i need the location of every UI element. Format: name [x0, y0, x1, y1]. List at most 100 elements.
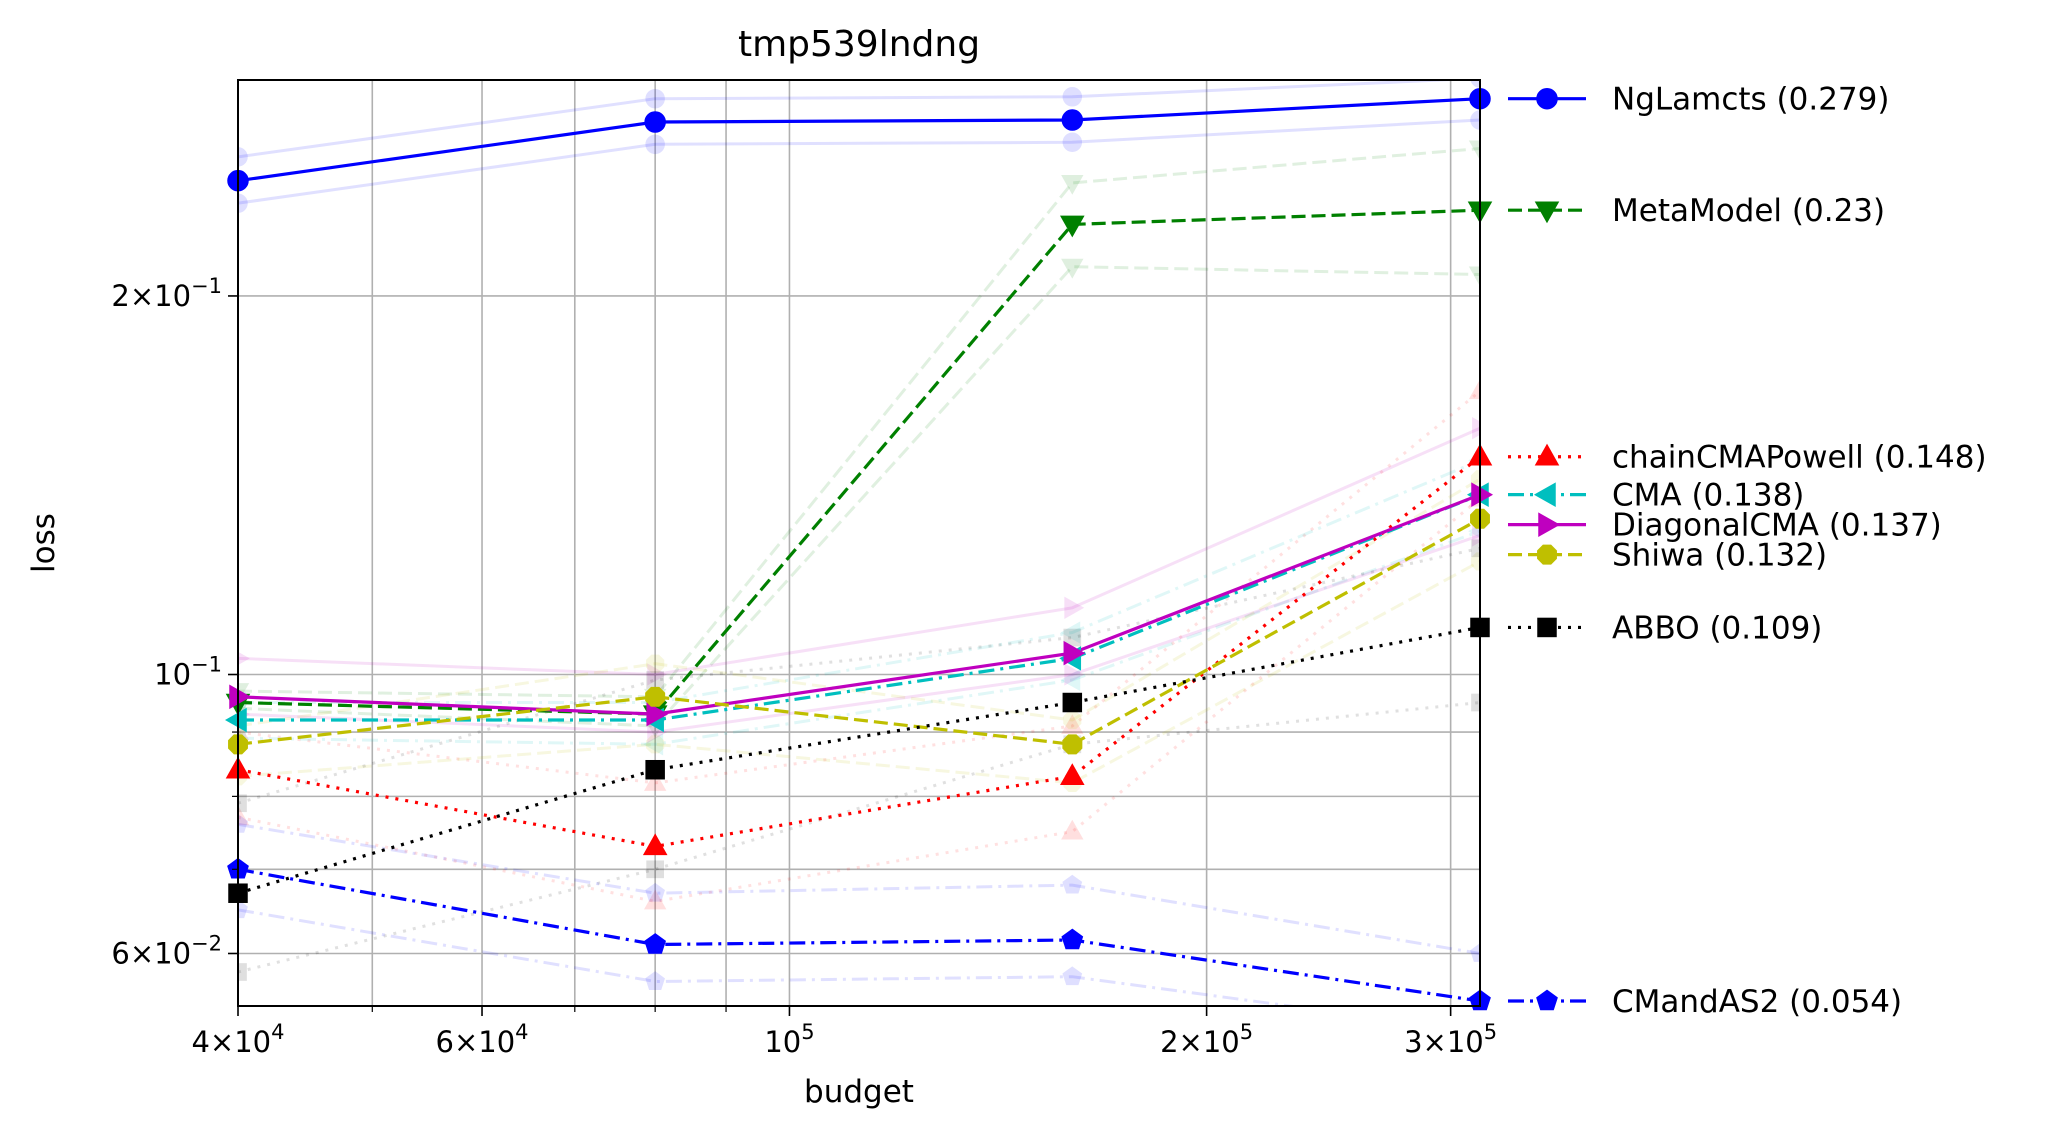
legend-label: NgLamcts (0.279) [1612, 82, 1889, 118]
y-tick-label: 2×10−1 [111, 274, 222, 313]
variant-line [238, 529, 1480, 746]
variant-marker [238, 805, 250, 826]
variant-marker [644, 889, 667, 910]
variant-marker [238, 963, 247, 981]
series-line [238, 867, 1480, 1003]
variant-marker [1468, 266, 1480, 287]
variant-lines [238, 80, 1480, 1006]
variant-marker [643, 733, 664, 756]
legend-label: chainCMAPowell (0.148) [1612, 440, 1987, 476]
series-point [1061, 109, 1084, 131]
y-tick-label: 6×10−2 [111, 931, 222, 970]
variant-marker [1471, 539, 1480, 558]
variant-marker [238, 193, 248, 213]
series-line [238, 493, 1480, 716]
series-point [1060, 215, 1085, 238]
series-point [229, 684, 252, 710]
variant-line [238, 390, 1480, 785]
x-tick-label: 2×105 [1160, 1020, 1253, 1059]
y-axis-label: loss [26, 513, 62, 573]
series-point [646, 701, 669, 727]
legend-label: DiagonalCMA (0.137) [1612, 508, 1942, 544]
variant-line [238, 459, 1480, 704]
variant-marker [1470, 943, 1480, 962]
variant-marker [646, 654, 665, 673]
variant-marker [1063, 710, 1082, 730]
variant-marker [646, 671, 665, 689]
variant-marker [647, 663, 668, 686]
variant-marker [238, 813, 248, 833]
variant-marker [1061, 714, 1084, 734]
variant-line [238, 477, 1480, 728]
variant-marker [646, 860, 665, 879]
variant-marker [1468, 140, 1480, 161]
chart-title: tmp539lndng [738, 24, 980, 65]
variant-marker [1470, 552, 1480, 571]
variant-marker [645, 88, 665, 109]
variant-line [238, 908, 1302, 1006]
variant-marker [238, 899, 248, 919]
series-line [238, 97, 1480, 183]
variant-line [238, 426, 1480, 677]
legend-marker [1537, 617, 1557, 638]
series-line [238, 493, 1480, 722]
legend-label: CMA (0.138) [1612, 478, 1804, 514]
variant-line [238, 822, 1480, 955]
variant-line [238, 533, 1480, 734]
variant-marker [1061, 819, 1084, 840]
series-point [1062, 734, 1083, 755]
series-point [1471, 482, 1494, 507]
series-lines [238, 97, 1480, 1003]
legend-marker [1536, 87, 1558, 110]
variant-line [238, 560, 1480, 785]
variant-marker [1470, 470, 1480, 489]
variant-line [238, 80, 1474, 159]
variant-marker [238, 651, 250, 666]
series-point [644, 111, 666, 133]
series-point [645, 759, 665, 780]
variant-line [238, 118, 1480, 205]
variant-marker [1472, 417, 1480, 440]
variant-marker [1063, 628, 1082, 647]
legend-marker [1534, 201, 1560, 224]
series-line [238, 455, 1480, 849]
series-point [224, 707, 247, 733]
legend-marker [1537, 544, 1557, 565]
series-point [1060, 763, 1085, 786]
series-line [238, 208, 1480, 716]
variant-marker [1062, 966, 1083, 986]
series-point [644, 933, 666, 954]
variant-marker [645, 971, 665, 990]
variant-marker [1062, 87, 1083, 107]
variant-marker [1470, 80, 1480, 88]
variant-marker [1061, 174, 1084, 195]
variant-marker [1062, 874, 1083, 894]
legend-label: MetaModel (0.23) [1612, 193, 1885, 229]
legend-marker [1534, 443, 1560, 466]
x-tick-label: 4×104 [191, 1020, 284, 1059]
variant-marker [1471, 693, 1480, 712]
series-markers [224, 87, 1494, 1011]
series-point [642, 833, 668, 856]
variant-line [238, 546, 1480, 805]
y-tick-label: 10−1 [154, 653, 222, 692]
series-point [1063, 640, 1086, 666]
x-axis-label: budget [804, 1074, 914, 1110]
variant-marker [1064, 663, 1085, 686]
legend-marker [1538, 512, 1561, 537]
variant-marker [645, 882, 665, 902]
legend-label: Shiwa (0.132) [1612, 538, 1827, 574]
legend-marker [1533, 482, 1556, 507]
y-axis: 6×10−2 10−1 2×10−1 [111, 274, 238, 970]
variant-marker [1470, 110, 1480, 130]
plot-frame [237, 79, 1481, 1007]
legend-label: CMandAS2 (0.054) [1612, 984, 1902, 1020]
series-point [1061, 928, 1084, 950]
variant-marker [646, 735, 665, 754]
variant-marker [238, 147, 248, 167]
variant-line [238, 265, 1480, 728]
variant-marker [1064, 596, 1085, 619]
variant-marker [1060, 621, 1081, 644]
x-tick-label: 6×104 [436, 1020, 529, 1059]
